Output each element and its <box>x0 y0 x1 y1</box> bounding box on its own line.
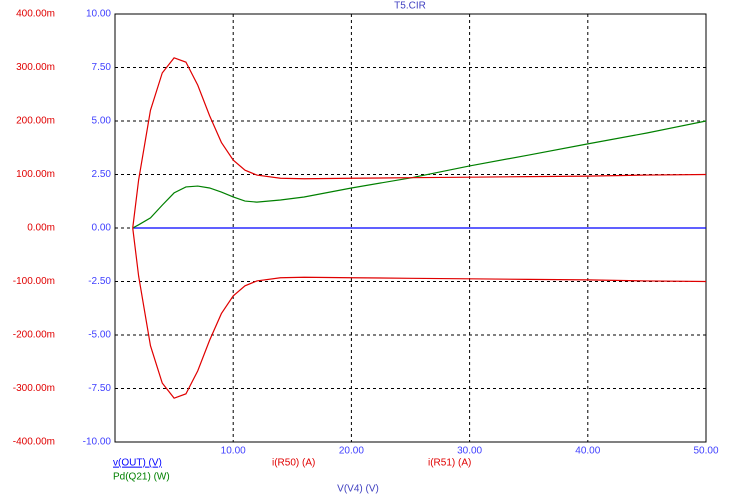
legend-entry: v(OUT) (V) <box>113 458 162 469</box>
x-tick-label: 30.00 <box>457 446 482 457</box>
legend-entry: i(R50) (A) <box>272 458 315 469</box>
y-tick-label: 0.00m <box>27 223 55 234</box>
x-tick-label: 20.00 <box>339 446 364 457</box>
chart-title: T5.CIR <box>394 1 426 12</box>
x-tick-label: 10.00 <box>221 446 246 457</box>
y2-tick-label: -7.50 <box>88 383 111 394</box>
series-line <box>132 120 707 229</box>
y2-tick-label: -2.50 <box>88 276 111 287</box>
x-tick-label: 40.00 <box>575 446 600 457</box>
legend-entry: Pd(Q21) (W) <box>113 472 170 483</box>
y2-tick-label: 5.00 <box>92 116 112 127</box>
y-tick-label: -400.00m <box>13 437 55 448</box>
y2-tick-label: -5.00 <box>88 330 111 341</box>
series-line <box>132 227 707 399</box>
y-tick-label: 100.00m <box>16 169 55 180</box>
y-tick-label: -100.00m <box>13 276 55 287</box>
y-tick-label: 300.00m <box>16 62 55 73</box>
x-axis-label: V(V4) (V) <box>337 484 379 495</box>
y-tick-label: -300.00m <box>13 383 55 394</box>
x-tick-label: 50.00 <box>693 446 718 457</box>
legend-entry: i(R51) (A) <box>428 458 471 469</box>
y2-tick-label: -10.00 <box>83 437 112 448</box>
series-line <box>132 57 707 229</box>
y2-tick-label: 2.50 <box>92 169 112 180</box>
y-tick-label: -200.00m <box>13 330 55 341</box>
y2-tick-label: 10.00 <box>86 9 111 20</box>
y2-tick-label: 7.50 <box>92 62 112 73</box>
y-tick-label: 400.00m <box>16 9 55 20</box>
y2-tick-label: 0.00 <box>92 223 112 234</box>
y-tick-label: 200.00m <box>16 116 55 127</box>
